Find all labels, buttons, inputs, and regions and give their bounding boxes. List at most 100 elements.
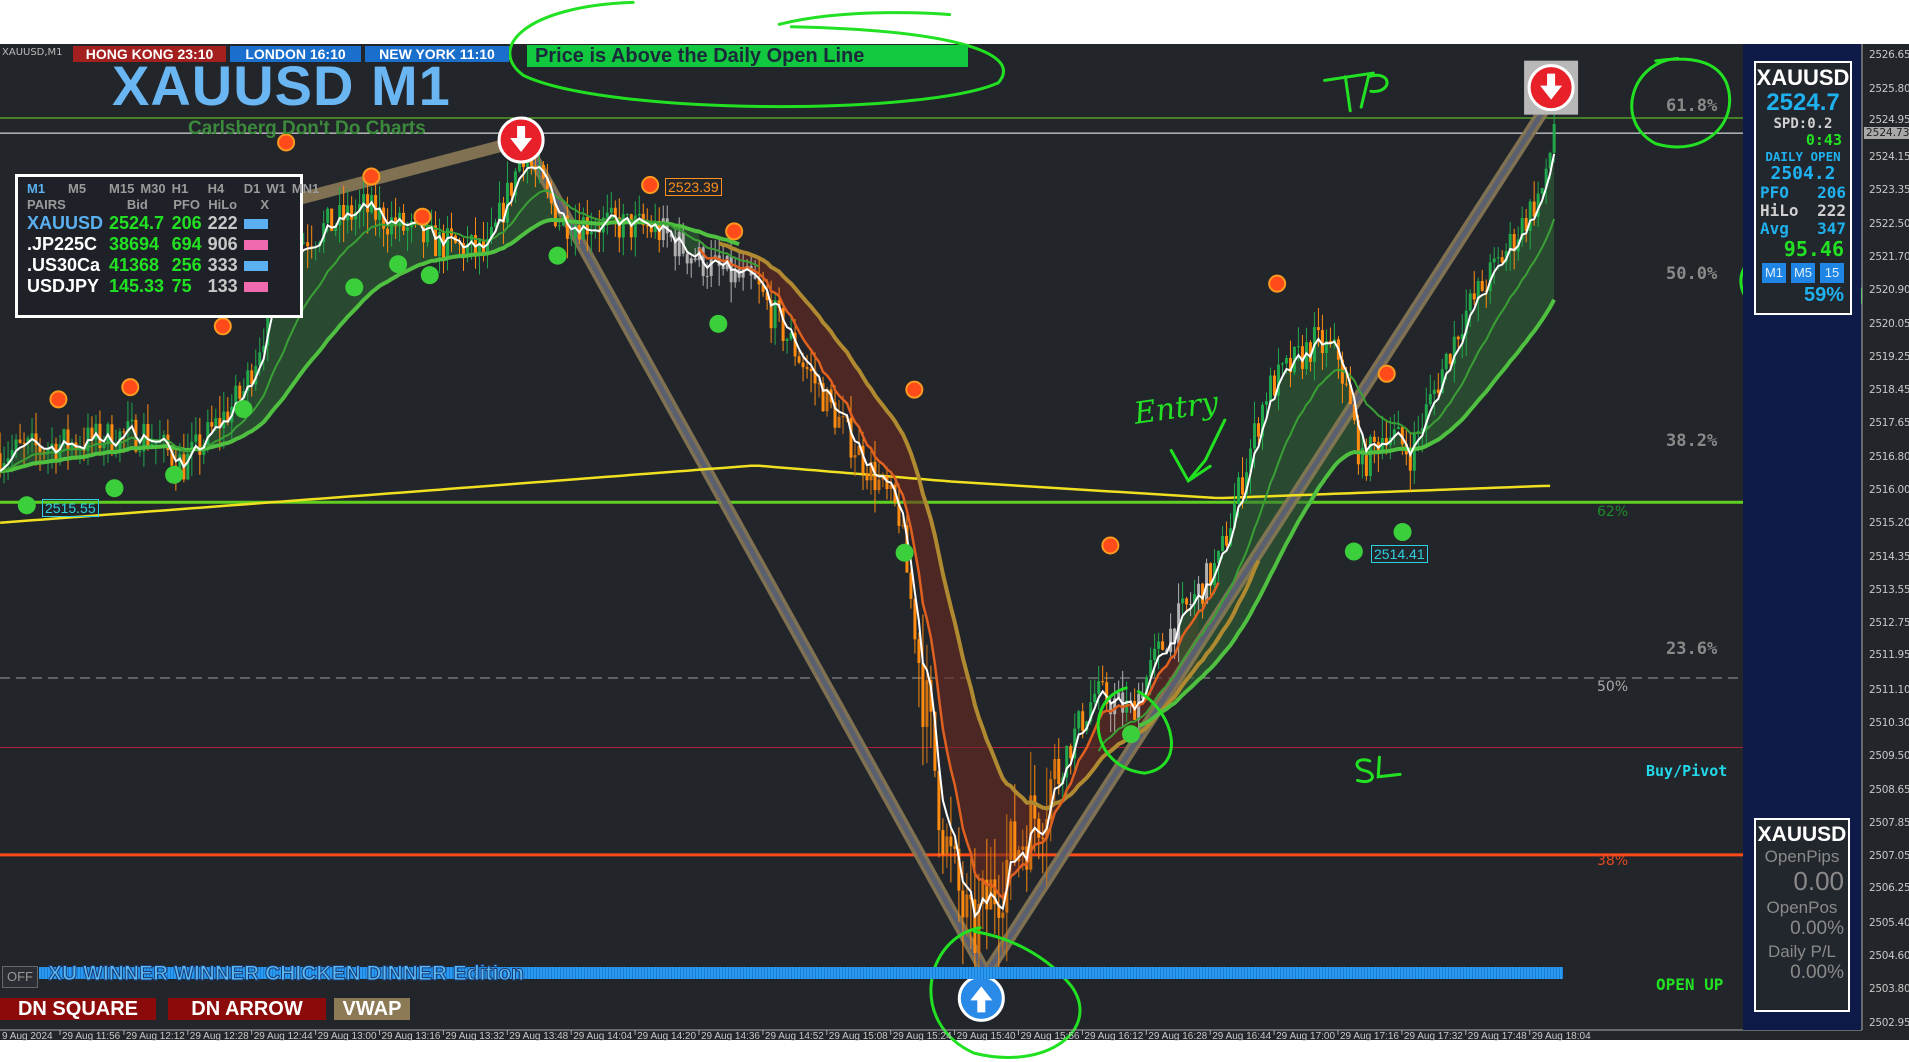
timeframe-mn1[interactable]: MN1 [291,181,320,196]
timeframe-m1[interactable]: M1 [27,181,46,196]
candle-body [797,356,801,363]
tf-button-m1[interactable]: M1 [1762,263,1786,283]
timeframe-m5[interactable]: M5 [68,181,87,196]
candle-body [222,411,226,429]
vwap-button[interactable]: VWAP [334,998,410,1020]
candle [797,349,801,365]
timeframe-m30[interactable]: M30 [140,181,166,196]
sell-signal-dot [725,222,744,241]
pair-row[interactable]: XAUUSD 2524.7 206 222 [24,213,322,234]
candle-body [18,439,22,443]
candle [1448,352,1452,368]
open-up-label: OPEN UP [1656,975,1724,994]
price-tick-label: 2507.85 [1869,817,1909,830]
sell-signal-dot [1377,364,1396,383]
tf-button-m5[interactable]: M5 [1791,263,1815,283]
timeframe-d1[interactable]: D1 [243,181,261,196]
price-label-high: 2523.39 [665,178,722,196]
sell-signal-dot [362,167,381,186]
candle-body [98,423,102,448]
slow-green-ma [0,217,740,474]
candle [1304,327,1308,375]
candle [633,201,637,257]
candle-body [1356,420,1360,465]
candle [585,200,589,252]
candle [1161,633,1165,651]
candle-body [1492,258,1496,263]
candle [1536,181,1540,228]
candle-body [214,418,218,427]
candle [1520,206,1524,247]
buy-signal-dot [420,266,439,285]
candle [338,187,342,243]
time-tick-label: 29 Aug 17:16 [1340,1031,1399,1042]
fib-label-38-2: 38.2% [1666,431,1718,451]
pair-color-swatch[interactable] [243,218,268,229]
candle [865,466,869,490]
timeframe-w1[interactable]: W1 [266,181,286,196]
tf-button-15[interactable]: 15 [1820,263,1844,283]
candle-body [138,451,142,453]
time-tick-label: 29 Aug 16:44 [1212,1031,1272,1042]
price-tick-label: 2516.80 [1869,451,1909,464]
info-percent: 59% [1803,284,1844,306]
candle [805,354,809,379]
pfo-value: 206 [1817,183,1846,202]
candle-body [1436,389,1440,393]
candle-body [426,226,430,243]
pair-row[interactable]: .JP225C 38694 694 906 [24,234,322,255]
pair-color-swatch[interactable] [243,239,268,250]
candle-body [885,475,889,490]
candle-body [557,225,561,227]
candle-body [585,217,589,235]
candle [733,256,737,288]
candle [1073,713,1077,772]
candle [406,222,410,251]
info-symbol: XAUUSD [1756,65,1850,90]
candle-body [1189,604,1193,606]
current-price-tag: 2524.73 [1864,127,1909,139]
candle [98,410,102,456]
dn-arrow-button[interactable]: DN ARROW [168,998,326,1020]
candle [1452,320,1456,383]
candle [565,196,569,259]
candle-body [913,598,917,640]
timeframe-h1[interactable]: H1 [171,181,189,196]
pair-bid: 41368 [109,255,160,275]
off-toggle[interactable]: OFF [2,966,38,988]
pair-row[interactable]: USDJPY 145.33 75 133 [24,276,322,297]
candle [781,302,785,352]
candle-body [1141,693,1145,699]
candle [1360,434,1364,479]
time-tick-label: 29 Aug 14:36 [701,1031,760,1042]
pair-row[interactable]: .US30Ca 41368 256 333 [24,255,322,276]
time-tick-label: 29 Aug 15:08 [828,1031,888,1042]
candle-body [1237,477,1241,505]
candle-body [689,258,693,264]
candle-body [1272,375,1276,396]
daily-pl-value: 0.00% [1790,962,1844,983]
timeframe-h4[interactable]: H4 [207,181,225,196]
candle-body [997,904,1001,918]
candle-body [66,429,70,450]
timeframe-m15[interactable]: M15 [109,181,135,196]
sell-signal-dot [277,133,296,152]
candle [1364,438,1368,481]
pair-color-swatch[interactable] [243,281,268,292]
dn-square-button[interactable]: DN SQUARE [0,998,156,1020]
time-tick-label: 29 Aug 15:40 [956,1031,1016,1042]
candle-body [130,419,134,422]
candle-body [1480,281,1484,291]
pair-color-swatch[interactable] [243,260,268,271]
time-tick-label: 29 Aug 13:32 [445,1031,505,1042]
candle-body [461,243,465,257]
time-tick-label: 29 Aug 16:28 [1148,1031,1208,1042]
candle-body [1552,124,1556,153]
candle-body [465,244,469,257]
sell-signal-dot [413,207,432,226]
pair-pfo: 206 [171,213,202,233]
candle-body [581,217,585,240]
candle [306,224,310,269]
candle-body [1009,821,1013,860]
